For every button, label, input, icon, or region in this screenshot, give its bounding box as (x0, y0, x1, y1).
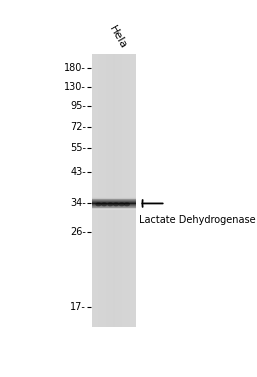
Bar (135, 54, 136, 327)
Bar (92, 199, 136, 200)
Bar (92, 208, 136, 209)
Bar (92, 198, 136, 199)
Bar (92, 54, 93, 327)
Bar (98, 54, 99, 327)
Bar (131, 54, 132, 327)
Bar (127, 54, 128, 327)
Bar (97, 54, 98, 327)
Ellipse shape (124, 202, 130, 206)
Bar (103, 54, 104, 327)
Text: 130-: 130- (64, 82, 86, 92)
Text: 43-: 43- (70, 167, 86, 176)
Bar (124, 54, 125, 327)
Bar (112, 54, 113, 327)
Bar (110, 54, 111, 327)
Bar (134, 54, 135, 327)
Bar (92, 201, 136, 202)
Bar (92, 206, 136, 207)
Bar (92, 206, 136, 207)
Bar (93, 54, 94, 327)
Bar (108, 54, 109, 327)
Bar (121, 54, 122, 327)
Bar (102, 54, 103, 327)
Text: 55-: 55- (70, 143, 86, 153)
Ellipse shape (101, 202, 107, 206)
Bar (115, 54, 116, 327)
Bar (113, 54, 114, 327)
Bar (101, 54, 102, 327)
Bar (105, 54, 106, 327)
Bar (122, 54, 123, 327)
Text: 95-: 95- (70, 101, 86, 111)
Bar (92, 200, 136, 201)
Ellipse shape (107, 202, 113, 206)
Bar (106, 54, 107, 327)
Bar (92, 54, 136, 327)
Bar (92, 197, 136, 198)
Bar (114, 54, 115, 327)
Bar (94, 54, 95, 327)
Bar (119, 54, 120, 327)
Bar (92, 209, 136, 210)
Bar (92, 202, 136, 203)
Ellipse shape (95, 202, 102, 206)
Bar (125, 54, 126, 327)
Ellipse shape (113, 202, 119, 206)
Bar (120, 54, 121, 327)
Bar (104, 54, 105, 327)
Text: 180-: 180- (64, 63, 86, 74)
Bar (123, 54, 124, 327)
Bar (92, 204, 136, 205)
Bar (100, 54, 101, 327)
Bar (92, 205, 136, 206)
Bar (129, 54, 130, 327)
Bar (128, 54, 129, 327)
Text: 26-: 26- (70, 227, 86, 238)
Bar (96, 54, 97, 327)
Bar (92, 209, 136, 210)
Text: Lactate Dehydrogenase C: Lactate Dehydrogenase C (139, 215, 257, 225)
Bar (132, 54, 133, 327)
Bar (109, 54, 110, 327)
Text: 72-: 72- (70, 121, 86, 132)
Bar (111, 54, 112, 327)
Bar (117, 54, 118, 327)
Bar (92, 203, 136, 204)
Bar (107, 54, 108, 327)
Bar (130, 54, 131, 327)
Bar (92, 207, 136, 208)
Bar (92, 201, 136, 202)
Bar (99, 54, 100, 327)
Bar (95, 54, 96, 327)
Bar (118, 54, 119, 327)
Bar (126, 54, 127, 327)
Text: 17-: 17- (70, 302, 86, 311)
Ellipse shape (119, 202, 125, 206)
Bar (92, 198, 136, 199)
Text: 34-: 34- (70, 198, 86, 208)
Bar (92, 197, 136, 198)
Bar (92, 203, 136, 204)
Text: Hela: Hela (107, 24, 128, 51)
Bar (116, 54, 117, 327)
Bar (133, 54, 134, 327)
Bar (92, 200, 136, 201)
